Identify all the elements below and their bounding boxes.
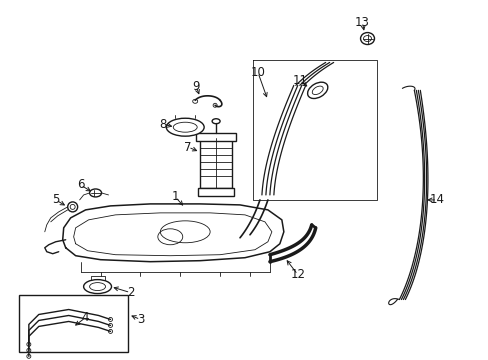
- Text: 6: 6: [77, 179, 84, 192]
- Bar: [19, 294, 128, 352]
- Bar: [198, 188, 234, 196]
- Text: 11: 11: [292, 74, 306, 87]
- Ellipse shape: [166, 118, 203, 136]
- Bar: [200, 138, 232, 188]
- Text: 8: 8: [159, 118, 167, 131]
- Text: 14: 14: [429, 193, 444, 206]
- Text: 10: 10: [250, 66, 265, 79]
- Text: 5: 5: [52, 193, 60, 206]
- Text: 13: 13: [354, 16, 369, 29]
- Text: 7: 7: [184, 141, 192, 154]
- Text: 4: 4: [81, 311, 89, 324]
- Bar: [196, 133, 236, 141]
- Text: 3: 3: [137, 313, 144, 326]
- Text: 12: 12: [290, 268, 305, 281]
- Text: 9: 9: [192, 80, 200, 93]
- Text: 1: 1: [171, 190, 179, 203]
- Ellipse shape: [83, 280, 111, 293]
- Text: 2: 2: [126, 286, 134, 299]
